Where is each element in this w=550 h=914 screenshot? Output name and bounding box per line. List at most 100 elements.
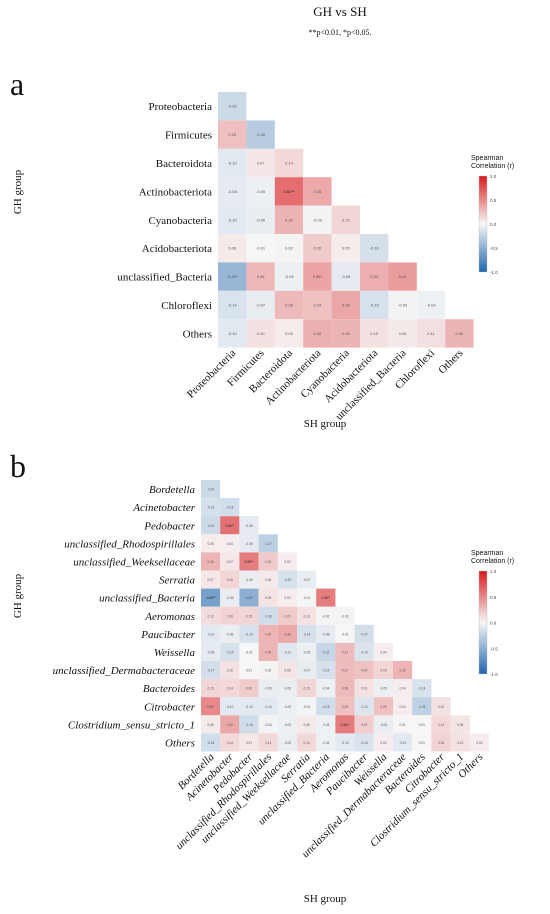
heatmap-cell [277,679,297,698]
heatmap-cell [297,606,317,625]
row-label: Paucibacter [140,629,195,641]
heatmap-cell-label: 0.06 [228,246,237,251]
heatmap-cell-label: 0.16 [438,741,444,745]
heatmap-cell [239,733,259,752]
heatmap-cell [393,697,413,716]
heatmap-cell [201,498,221,517]
heatmap-cell [360,319,389,348]
figure-subtitle: **p<0.01, *p<0.05. [308,28,372,37]
heatmap-cell-label: -0.26 [418,705,425,709]
heatmap-cell [201,552,221,571]
heatmap-cell [354,624,374,643]
heatmap-cell-label: 0.60** [225,524,234,528]
heatmap-cell [220,642,240,661]
heatmap-cell [220,552,240,571]
row-label: unclassified_Weeksellaceae [73,556,195,568]
heatmap-cell [220,733,240,752]
heatmap-cell [412,697,432,716]
heatmap-cell-label: -0.15 [322,669,329,673]
heatmap-cell-label: 0.28 [342,687,348,691]
heatmap-cell [354,733,374,752]
heatmap-cell-label: 0.16 [227,614,233,618]
row-label: Clostridium_sensu_stricto_1 [68,719,195,731]
heatmap-cell [331,319,360,348]
heatmap-cell-label: 0.06 [265,578,271,582]
legend-tick-label: -0.5 [490,246,498,251]
heatmap-cell-label: -0.45* [227,274,238,279]
heatmap-cell-label: 0.30 [207,560,213,564]
panel-a-xlabel: SH group [303,418,347,430]
heatmap-cell-label: 0.04 [284,596,290,600]
row-label: Serratia [159,575,196,587]
heatmap-cell [388,290,417,320]
heatmap-cell [303,205,332,234]
heatmap-cell-label: 0.20 [284,614,290,618]
heatmap-cell-label: -0.27 [265,542,272,546]
row-label: Weissella [154,647,196,659]
heatmap-cell-label: 0.38* [313,274,323,279]
heatmap-cell [258,733,278,752]
heatmap-cell-label: 0.28 [257,274,266,279]
heatmap-cell [335,642,355,661]
heatmap-cell [258,552,278,571]
heatmap-cell-label: -0.50* [245,596,254,600]
heatmap-cell-label: -0.02 [322,614,329,618]
heatmap-cell-label: -0.05 [303,650,310,654]
heatmap-cell-label: -0.14 [361,741,368,745]
heatmap-cell-label: -0.08 [245,542,252,546]
heatmap-cell [274,290,304,320]
row-label: Chloroflexi [161,300,212,312]
heatmap-cell-label: -0.04 [322,741,329,745]
heatmap-cell-label: 0.07 [227,560,233,564]
heatmap-cell [201,661,221,680]
heatmap-cell-label: -0.06 [380,723,387,727]
heatmap-cell [201,606,221,625]
row-label: Firmicutes [165,130,212,142]
heatmap-cell-label: 0.14 [303,741,309,745]
heatmap-cell-label: 0.19 [361,723,367,727]
heatmap-cell-label: 0.01 [399,723,405,727]
heatmap-cell-label: -0.14 [228,303,238,308]
heatmap-cell-label: -0.15 [284,578,291,582]
heatmap-cell [393,679,413,698]
legend-title: Spearman Correlation (r) [471,550,514,565]
heatmap-cell-label: 0.50* [207,705,215,709]
heatmap-cell [239,697,259,716]
row-label: Bacteroidota [156,158,212,170]
heatmap-cell-label: 0.02 [285,246,294,251]
heatmap-cell [246,319,275,348]
row-label: unclassified_Rhodospirillales [64,538,195,550]
heatmap-cell-label: -0.20 [207,524,214,528]
heatmap-cell [246,290,275,320]
heatmap-cell-label: -0.03 [265,723,272,727]
heatmap-cell-label: 0.05 [207,542,213,546]
heatmap-cell [316,588,336,607]
heatmap-cell [218,177,247,206]
heatmap-cell [335,679,355,698]
heatmap-cell-label: -0.04 [322,723,329,727]
row-label: Aeromonas [144,611,195,623]
heatmap-cell [201,715,221,734]
heatmap-cell [277,733,297,752]
heatmap-cell-label: -0.10 [245,705,252,709]
heatmap-cell-label: -0.10 [226,705,233,709]
heatmap-cell [218,262,247,291]
heatmap-cell [274,319,304,348]
heatmap-cell [354,661,374,680]
panel-b-letter: b [10,448,26,484]
legend-colorbar [478,570,488,675]
heatmap-cell-label: 0.24 [314,303,323,308]
heatmap-cell [239,534,259,553]
legend-tick-label: 1.0 [490,569,497,574]
heatmap-cell [412,715,432,734]
heatmap-cell-label: 0.09 [265,596,271,600]
heatmap-cell-label: -0.30 [256,132,266,137]
heatmap-cell-label: -0.01 [341,632,348,636]
heatmap-cell [258,697,278,716]
heatmap-cell-label: -0.01 [303,596,310,600]
heatmap-cell-label: 0.01 [419,741,425,745]
heatmap-cell [335,661,355,680]
heatmap-cell [220,624,240,643]
heatmap-cell [274,148,304,178]
